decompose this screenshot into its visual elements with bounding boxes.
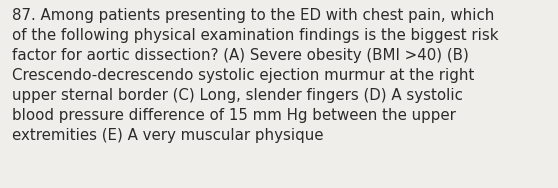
Text: 87. Among patients presenting to the ED with chest pain, which
of the following : 87. Among patients presenting to the ED … bbox=[12, 8, 499, 143]
